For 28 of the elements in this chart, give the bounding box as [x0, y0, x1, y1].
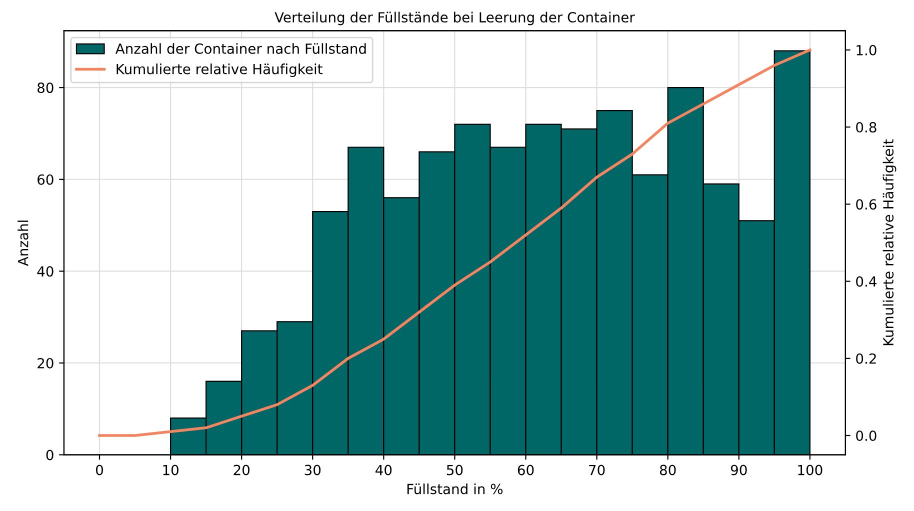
x-tick-label: 60 [518, 464, 534, 476]
legend-label: Kumulierte relative Häufigkeit [116, 64, 322, 77]
y2-axis-title: Kumulierte relative Häufigkeit [882, 139, 896, 346]
x-tick-label: 30 [304, 464, 321, 476]
y-tick-label: 20 [38, 358, 54, 368]
x-tick-label: 10 [163, 464, 178, 476]
x-tick-label: 0 [96, 464, 103, 476]
y2-tick-label: 0.2 [856, 353, 876, 364]
chart-title: Verteilung der Füllstände bei Leerung der Container [274, 12, 635, 26]
x-axis-title: Füllstand in % [407, 484, 503, 494]
x-tick-label: 70 [589, 464, 605, 476]
x-tick-label: 40 [376, 464, 392, 476]
y-tick-label: 80 [38, 82, 54, 94]
legend-label: Anzahl der Container nach Füllstand [115, 43, 366, 54]
y-axis-title: Anzahl [18, 220, 28, 266]
x-tick-label: 80 [660, 464, 676, 476]
x-tick-label: 100 [798, 464, 822, 476]
x-tick-label: 20 [234, 464, 250, 476]
y2-tick-label: 0.0 [856, 430, 876, 441]
y-tick-label: 40 [37, 266, 54, 277]
x-tick-label: 50 [446, 464, 463, 476]
y2-tick-label: 0.8 [856, 122, 876, 133]
y2-tick-label: 0.4 [856, 276, 876, 287]
y-tick-label: 0 [46, 450, 54, 460]
y2-tick-label: 0.6 [856, 199, 876, 210]
x-tick-label: 90 [730, 464, 747, 476]
y-tick-label: 60 [38, 174, 54, 185]
y2-tick-label: 1.0 [856, 44, 876, 56]
